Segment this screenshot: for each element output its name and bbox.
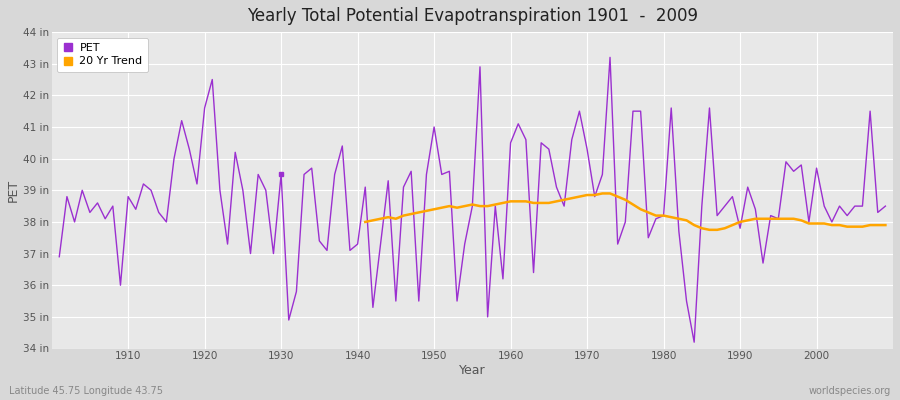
Legend: PET, 20 Yr Trend: PET, 20 Yr Trend — [58, 38, 148, 72]
Text: Latitude 45.75 Longitude 43.75: Latitude 45.75 Longitude 43.75 — [9, 386, 163, 396]
Text: worldspecies.org: worldspecies.org — [809, 386, 891, 396]
Title: Yearly Total Potential Evapotranspiration 1901  -  2009: Yearly Total Potential Evapotranspiratio… — [247, 7, 698, 25]
Y-axis label: PET: PET — [7, 179, 20, 202]
X-axis label: Year: Year — [459, 364, 486, 377]
